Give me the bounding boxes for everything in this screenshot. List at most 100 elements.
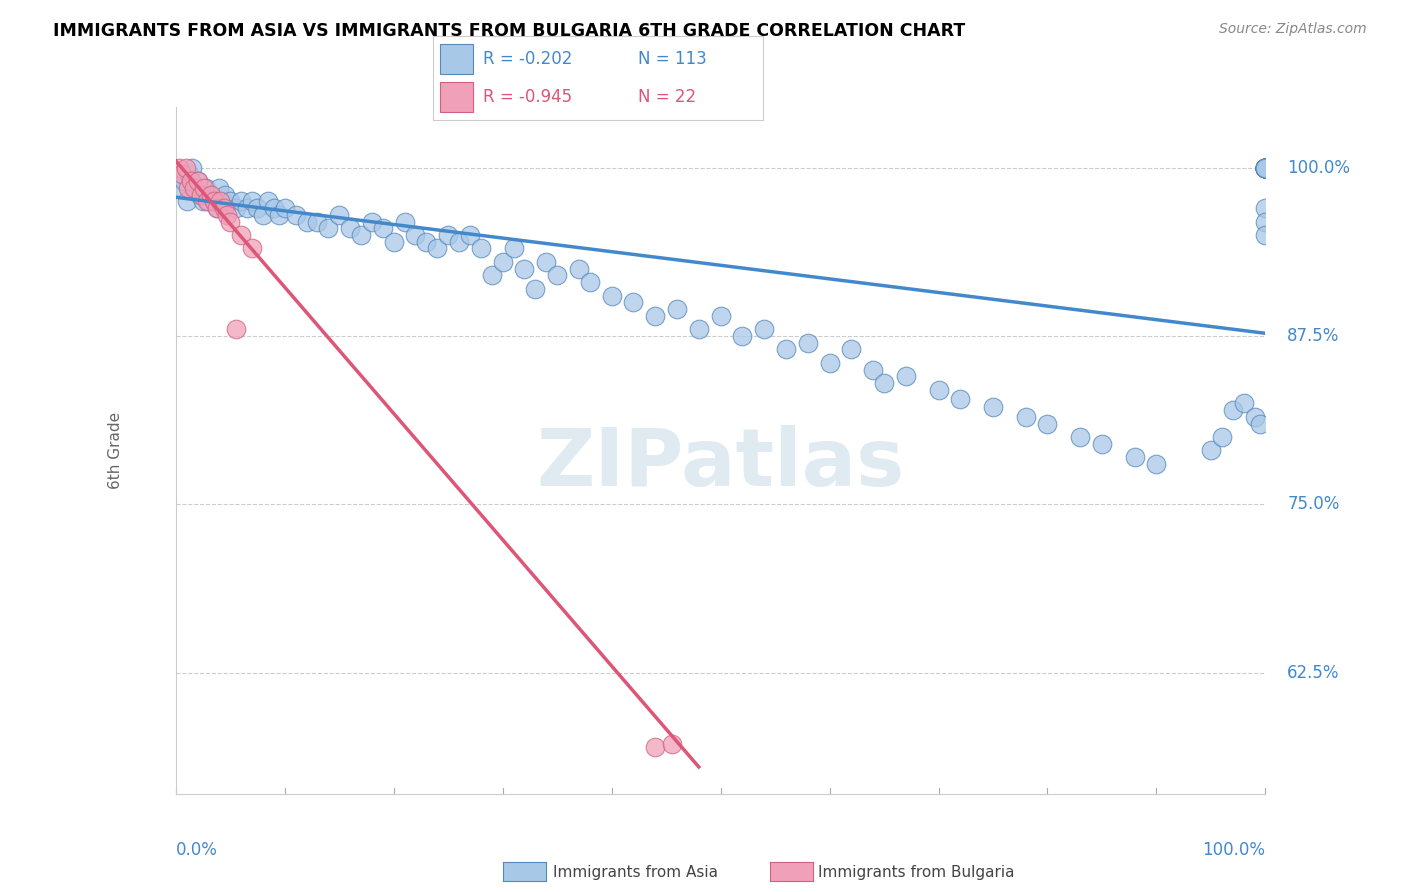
Point: [1254, 161, 1277, 175]
Point: [307, 214, 329, 228]
Point: [1254, 161, 1277, 175]
Point: [1254, 161, 1277, 175]
Point: [1254, 161, 1277, 175]
Point: [200, 187, 222, 202]
Point: [1211, 430, 1233, 444]
Point: [1254, 161, 1277, 175]
Point: [981, 401, 1004, 415]
Point: [339, 221, 361, 235]
Point: [470, 242, 492, 256]
Point: [1123, 450, 1146, 465]
Point: [176, 194, 198, 209]
Point: [205, 201, 228, 215]
Point: [193, 181, 215, 195]
Bar: [440, 82, 472, 112]
Point: [710, 309, 733, 323]
Point: [949, 392, 972, 407]
Point: [1069, 430, 1091, 444]
Point: [181, 161, 204, 175]
Point: [172, 167, 194, 181]
Point: [688, 322, 710, 336]
Point: [894, 369, 917, 384]
Text: ZIPatlas: ZIPatlas: [537, 425, 904, 503]
Point: [600, 288, 623, 302]
Point: [458, 227, 481, 242]
Point: [841, 343, 863, 357]
Text: 100.0%: 100.0%: [1288, 159, 1350, 177]
Point: [1015, 409, 1038, 424]
Point: [173, 174, 195, 188]
Point: [269, 208, 291, 222]
Point: [447, 235, 470, 249]
Point: [862, 362, 884, 376]
Point: [231, 194, 253, 209]
Point: [274, 201, 297, 215]
Point: [186, 174, 209, 188]
Point: [177, 181, 200, 195]
Text: N = 113: N = 113: [638, 50, 707, 68]
Point: [170, 181, 193, 195]
Point: [1254, 161, 1277, 175]
Point: [209, 194, 232, 209]
Point: [1254, 161, 1277, 175]
Point: [928, 383, 950, 397]
Point: [1254, 214, 1277, 228]
Point: [219, 194, 242, 209]
Point: [579, 275, 602, 289]
Point: [382, 235, 405, 249]
Text: 6th Grade: 6th Grade: [108, 412, 124, 489]
Point: [202, 194, 225, 209]
Text: Source: ZipAtlas.com: Source: ZipAtlas.com: [1219, 22, 1367, 37]
Point: [415, 235, 437, 249]
Point: [426, 242, 449, 256]
Text: IMMIGRANTS FROM ASIA VS IMMIGRANTS FROM BULGARIA 6TH GRADE CORRELATION CHART: IMMIGRANTS FROM ASIA VS IMMIGRANTS FROM …: [53, 22, 966, 40]
Point: [1254, 161, 1277, 175]
Text: 75.0%: 75.0%: [1288, 495, 1340, 513]
Point: [731, 329, 754, 343]
Point: [225, 201, 247, 215]
Point: [546, 268, 568, 283]
Point: [644, 309, 666, 323]
Point: [775, 343, 797, 357]
Point: [191, 194, 214, 209]
Point: [818, 356, 841, 370]
Point: [200, 187, 222, 202]
Point: [1254, 161, 1277, 175]
Point: [1254, 161, 1277, 175]
Point: [1254, 161, 1277, 175]
Point: [284, 208, 307, 222]
Point: [1254, 161, 1277, 175]
Point: [1146, 457, 1168, 471]
Point: [1036, 417, 1059, 431]
Point: [1254, 227, 1277, 242]
Text: 100.0%: 100.0%: [1202, 841, 1265, 859]
Point: [188, 187, 211, 202]
Point: [534, 255, 557, 269]
Point: [184, 181, 207, 195]
Point: [371, 221, 394, 235]
Point: [1254, 161, 1277, 175]
Point: [754, 322, 776, 336]
Point: [1222, 403, 1244, 417]
Point: [211, 194, 233, 209]
Point: [214, 187, 236, 202]
Point: [252, 208, 274, 222]
Text: Immigrants from Bulgaria: Immigrants from Bulgaria: [818, 865, 1015, 880]
Point: [195, 181, 218, 195]
Point: [1254, 161, 1277, 175]
Point: [240, 194, 263, 209]
Text: 62.5%: 62.5%: [1288, 664, 1340, 681]
Point: [1254, 161, 1277, 175]
Point: [361, 214, 384, 228]
Point: [644, 739, 666, 754]
Point: [1254, 161, 1277, 175]
Point: [240, 242, 263, 256]
Point: [1254, 161, 1277, 175]
Point: [1254, 201, 1277, 215]
Point: [186, 174, 209, 188]
Point: [180, 174, 202, 188]
Text: 0.0%: 0.0%: [176, 841, 218, 859]
Point: [295, 214, 318, 228]
Point: [167, 161, 190, 175]
Point: [513, 261, 536, 276]
